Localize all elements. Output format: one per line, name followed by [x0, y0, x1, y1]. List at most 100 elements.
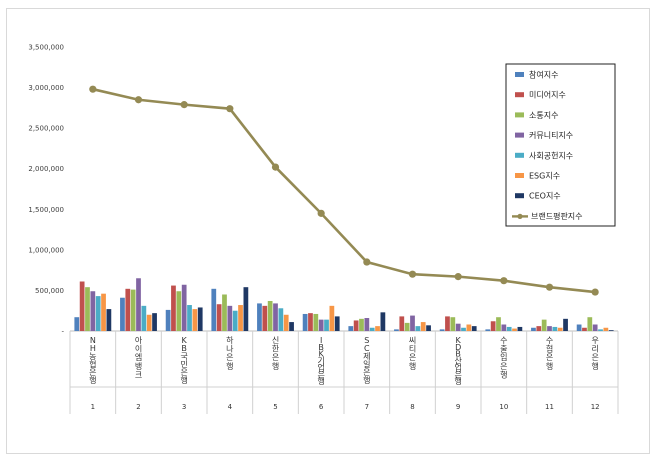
bar [152, 313, 157, 331]
legend-label: 참여지수 [529, 70, 558, 80]
bar [257, 303, 262, 331]
bar [353, 320, 359, 331]
bar [289, 322, 294, 331]
legend-swatch [515, 193, 524, 199]
bar [222, 294, 227, 331]
bar [130, 289, 136, 331]
bar [598, 329, 603, 331]
bar [232, 310, 238, 331]
bar [101, 293, 106, 331]
bar [348, 326, 354, 331]
bar [278, 308, 284, 331]
bar [262, 305, 268, 331]
legend-swatch [515, 92, 524, 98]
bar [490, 321, 496, 331]
bar [517, 326, 523, 331]
bar [120, 297, 125, 331]
legend-swatch [515, 152, 524, 158]
bar [415, 326, 421, 331]
bar [211, 288, 217, 331]
bar [506, 326, 512, 331]
bar [455, 323, 461, 331]
line-series [92, 87, 596, 294]
bar [461, 327, 466, 331]
bar [334, 316, 340, 331]
bar [227, 305, 233, 331]
bar [181, 284, 187, 331]
bar [146, 314, 152, 331]
bar [380, 312, 386, 331]
bar [141, 305, 147, 331]
legend-line-marker [517, 213, 523, 219]
rank-label: 5 [273, 403, 277, 411]
bar [439, 329, 445, 331]
legend-swatch [515, 112, 524, 118]
y-tick-label: 3,000,000 [28, 84, 64, 92]
bar [243, 287, 249, 331]
rank-label: 6 [319, 403, 324, 411]
bar [426, 325, 431, 331]
legend-label: 미디어지수 [529, 90, 566, 100]
bar [187, 305, 192, 331]
bar [359, 318, 364, 331]
bar [329, 305, 335, 331]
legend-label: CEO지수 [529, 192, 561, 201]
bar [324, 319, 329, 331]
y-tick-label: 2,000,000 [28, 165, 64, 173]
rank-label: 9 [456, 403, 460, 411]
rank-label: 2 [136, 403, 140, 411]
bar [216, 304, 222, 331]
bar [85, 287, 90, 331]
rank-label: 7 [365, 403, 369, 411]
legend-label: 커뮤니티지수 [529, 130, 573, 140]
line-point [454, 273, 462, 281]
bar [576, 324, 582, 331]
y-tick-label: - [61, 328, 64, 336]
bar [313, 313, 319, 331]
rank-label: 12 [591, 403, 600, 411]
bar [375, 326, 380, 331]
bar [404, 322, 410, 331]
line-point [271, 163, 280, 171]
legend-label: 사회공헌지수 [529, 151, 573, 160]
bar [95, 296, 101, 331]
bar [471, 326, 477, 331]
bar [394, 329, 399, 331]
legend-label: ESG지수 [529, 172, 560, 181]
line-point [363, 258, 371, 266]
bar [541, 319, 547, 331]
bar [496, 317, 501, 331]
line-point [408, 270, 417, 278]
bar [608, 330, 614, 331]
bar [302, 313, 308, 331]
bar [369, 327, 375, 331]
bar [547, 326, 552, 331]
bar [420, 322, 426, 331]
rank-label: 10 [499, 403, 508, 411]
y-tick-label: 500,000 [35, 287, 64, 295]
line-point [591, 288, 599, 296]
bar [450, 317, 456, 331]
bar [603, 327, 609, 331]
bar [364, 318, 370, 331]
bar [106, 309, 112, 331]
line-point [500, 277, 508, 285]
legend-label: 브랜드평판지수 [531, 211, 583, 221]
bar [171, 285, 176, 331]
bar [536, 326, 542, 331]
line-point [226, 105, 234, 113]
bar [410, 315, 415, 331]
bar [501, 324, 507, 331]
bar [90, 291, 96, 331]
legend-swatch [515, 173, 524, 178]
line-point [317, 209, 325, 217]
y-tick-label: 1,500,000 [28, 206, 64, 214]
bar [283, 314, 289, 331]
